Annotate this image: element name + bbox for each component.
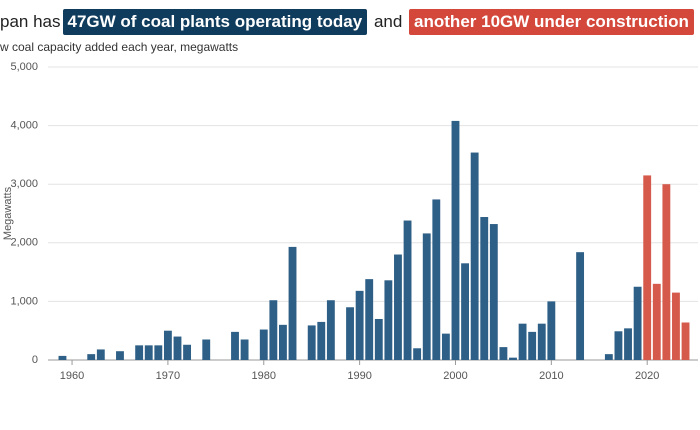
bar [413,348,422,360]
bar [681,322,690,360]
bar [633,286,642,360]
bar [384,280,393,360]
bar [116,351,124,360]
bar [489,224,498,360]
bar [317,321,326,360]
bar [374,318,383,360]
y-tick-label: 1,000 [10,295,38,307]
bar [547,301,556,360]
bar [259,329,268,360]
bar [432,199,441,360]
y-axis-label: Megawatts [2,186,14,240]
bar [528,331,537,360]
bar [461,263,469,360]
bar [614,331,623,360]
bar [163,330,172,360]
bar [154,345,163,360]
bar [652,283,661,360]
bar [662,184,671,360]
bar [307,325,316,360]
y-tick-label: 5,000 [10,61,38,73]
bar [326,300,335,360]
bar [403,220,412,360]
bar [144,345,153,360]
bar [58,355,67,360]
x-tick-label: 1960 [60,370,84,382]
bar [202,339,211,360]
bar [624,328,632,360]
bar [518,323,527,360]
bar [269,300,278,360]
bar [394,254,402,360]
bar [480,217,489,360]
bar [240,339,249,360]
y-tick-label: 0 [32,354,38,366]
bar [183,344,192,360]
bar [499,347,508,360]
title-text: and [373,12,403,31]
x-tick-label: 1970 [156,370,180,382]
bar [441,333,450,360]
bar [173,336,182,360]
x-tick-label: 1980 [252,370,276,382]
bar [355,290,364,360]
y-tick-label: 3,000 [10,178,38,190]
bar [643,175,652,360]
y-tick-label: 4,000 [10,120,38,132]
chart-title: pan has 47GW of coal plants operating tod… [0,9,694,35]
bar [96,349,105,360]
x-tick-label: 2020 [635,370,659,382]
bar [87,354,96,360]
bar [135,345,144,360]
bar [365,279,374,360]
bar [231,331,239,360]
x-tick-label: 2010 [539,370,563,382]
bar [470,152,479,360]
title-highlight: 47GW of coal plants operating today [62,9,368,35]
x-tick-label: 1990 [347,370,371,382]
bar [288,246,297,360]
chart-subtitle: w coal capacity added each year, megawat… [0,40,239,54]
bar [537,323,546,360]
bar [672,292,680,360]
bar [279,324,287,360]
bar [422,233,431,360]
bar [509,357,517,360]
bar [346,307,354,360]
title-text: pan has [0,12,61,31]
y-tick-label: 2,000 [10,237,38,249]
bar [604,354,613,360]
bar [576,252,585,360]
bar [451,120,460,360]
x-tick-label: 2000 [443,370,467,382]
title-highlight: another 10GW under construction [409,9,694,35]
